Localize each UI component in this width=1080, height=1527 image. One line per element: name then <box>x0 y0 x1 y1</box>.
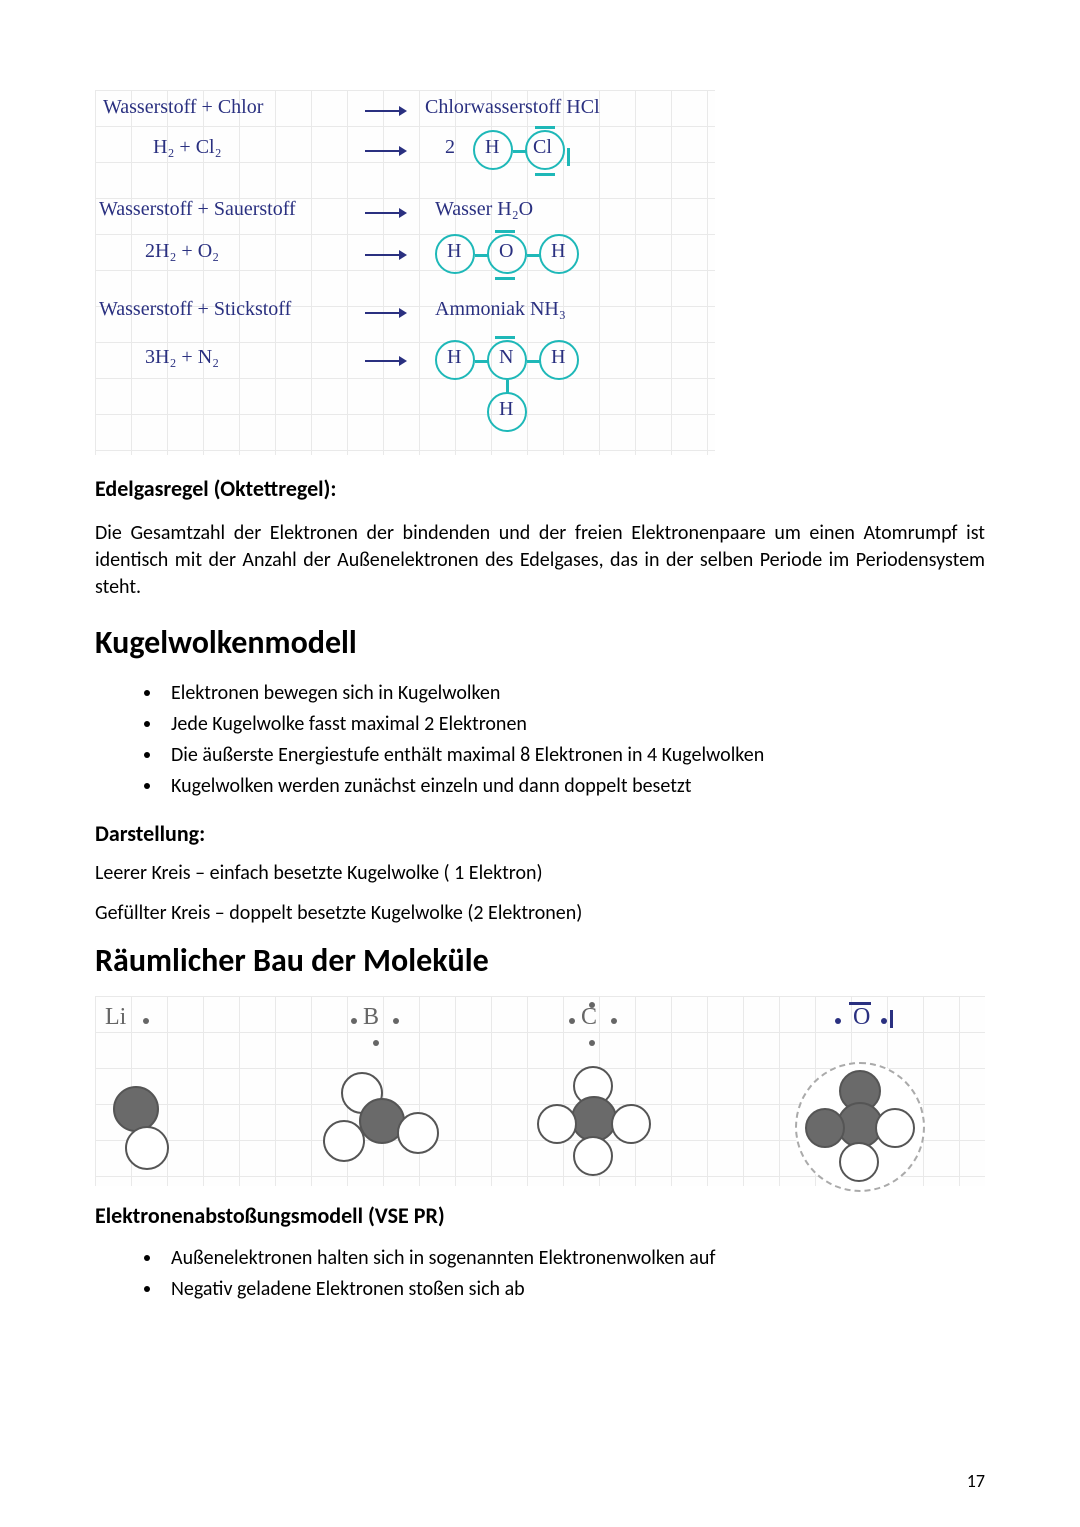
hand-text: Chlorwasserstoff HCl <box>425 96 600 119</box>
hand-text: H <box>447 240 461 263</box>
hand-text: Wasserstoff + Stickstoff <box>99 298 291 321</box>
hand-text: N <box>499 346 513 369</box>
hand-text: H <box>447 346 461 369</box>
list-item: Negativ geladene Elektronen stoßen sich … <box>163 1274 985 1305</box>
kugelwolkenmodell-list: Elektronen bewegen sich in Kugelwolken J… <box>163 678 985 802</box>
hand-text: H <box>485 136 499 159</box>
pencil-label: Li <box>105 1004 126 1031</box>
raeumlicher-bau-heading: Räumlicher Bau der Moleküle <box>95 941 985 980</box>
edelgasregel-body: Die Gesamtzahl der Elektronen der binden… <box>95 520 985 601</box>
vsepr-heading: Elektronenabstoßungsmodell (VSE PR) <box>95 1202 985 1229</box>
vsepr-list: Außenelektronen halten sich in sogenannt… <box>163 1243 985 1305</box>
hand-text: Wasser H₂O <box>435 198 533 221</box>
pencil-label: B <box>363 1004 379 1031</box>
hand-text: Wasserstoff + Chlor <box>103 96 263 119</box>
hand-text: 2 <box>445 136 455 159</box>
hand-text: Wasserstoff + Sauerstoff <box>99 198 296 221</box>
list-item: Außenelektronen halten sich in sogenannt… <box>163 1243 985 1274</box>
hand-text: Cl <box>533 136 552 159</box>
list-item: Die äußerste Energiestufe enthält maxima… <box>163 740 985 771</box>
hand-text: H <box>551 346 565 369</box>
kugelwolken-diagram-image: Li B C O <box>95 996 985 1186</box>
kugelwolkenmodell-heading: Kugelwolkenmodell <box>95 623 985 662</box>
edelgasregel-heading: Edelgasregel (Oktettregel): <box>95 475 985 502</box>
list-item: Kugelwolken werden zunächst einzeln und … <box>163 771 985 802</box>
page-number: 17 <box>967 1470 985 1492</box>
pencil-label: C <box>581 1004 597 1031</box>
hand-text: H₂ + Cl₂ <box>153 136 222 159</box>
darstellung-heading: Darstellung: <box>95 820 985 847</box>
list-item: Elektronen bewegen sich in Kugelwolken <box>163 678 985 709</box>
hand-text: H <box>551 240 565 263</box>
pencil-label: O <box>853 1004 870 1031</box>
hand-text: 2H₂ + O₂ <box>145 240 219 263</box>
hand-text: 3H₂ + N₂ <box>145 346 219 369</box>
hand-text: H <box>499 398 513 421</box>
hand-text: O <box>499 240 513 263</box>
handwritten-reactions-image: Wasserstoff + Chlor Chlorwasserstoff HCl… <box>95 90 715 455</box>
darstellung-line2: Gefüllter Kreis – doppelt besetzte Kugel… <box>95 901 985 925</box>
list-item: Jede Kugelwolke fasst maximal 2 Elektron… <box>163 709 985 740</box>
darstellung-line1: Leerer Kreis – einfach besetzte Kugelwol… <box>95 861 985 885</box>
hand-text: Ammoniak NH₃ <box>435 298 566 321</box>
